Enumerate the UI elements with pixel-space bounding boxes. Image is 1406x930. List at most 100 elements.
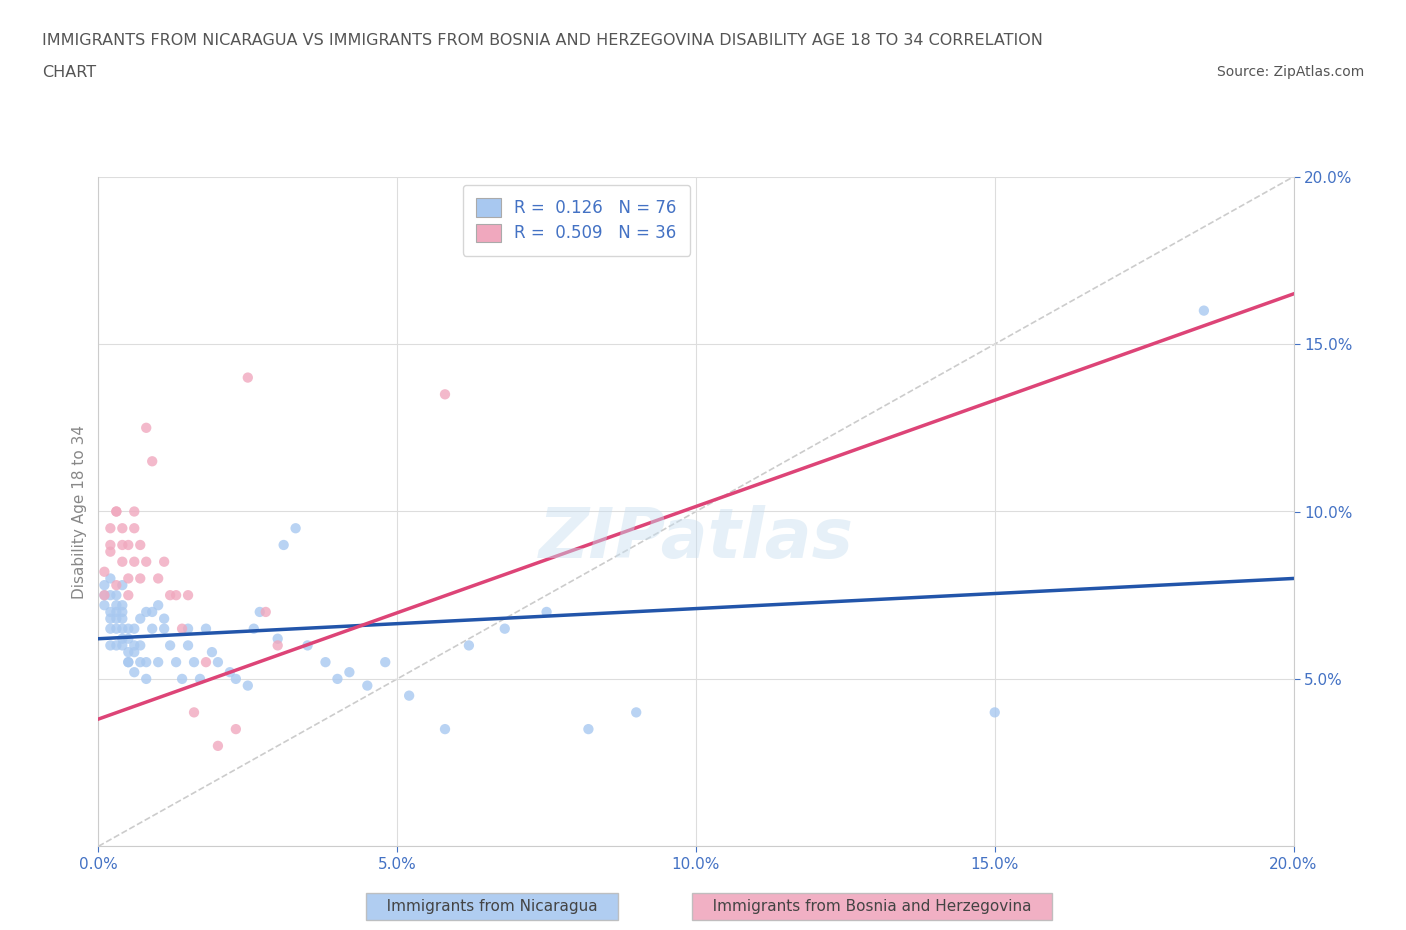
Point [201,644,224,659]
Point [124,644,146,659]
Text: CHART: CHART [42,65,96,80]
Point [117,571,139,586]
Point [117,621,139,636]
Point [267,638,290,653]
Text: Source: ZipAtlas.com: Source: ZipAtlas.com [1216,65,1364,79]
Point [111,611,134,626]
Point [111,538,134,552]
Point [578,722,600,737]
Point [117,655,139,670]
Point [135,554,157,569]
Point [105,504,128,519]
Point [195,655,218,670]
Point [434,387,457,402]
Point [273,538,295,552]
Point [177,621,200,636]
Point [111,638,134,653]
Point [129,571,152,586]
Point [141,621,163,636]
Point [177,588,200,603]
Point [111,604,134,619]
Point [111,621,134,636]
Point [356,678,378,693]
Point [117,655,139,670]
Point [153,611,176,626]
Point [159,588,181,603]
Point [183,655,205,670]
Point [100,611,122,626]
Point [105,504,128,519]
Point [315,655,337,670]
Point [249,604,271,619]
Point [236,678,259,693]
Point [105,588,128,603]
Legend: R =  0.126   N = 76, R =  0.509   N = 36: R = 0.126 N = 76, R = 0.509 N = 36 [463,185,690,256]
Point [124,638,146,653]
Point [135,420,157,435]
Point [100,538,122,552]
Point [1192,303,1215,318]
Point [135,604,157,619]
Point [284,521,307,536]
Point [183,705,205,720]
Y-axis label: Disability Age 18 to 34: Disability Age 18 to 34 [72,424,87,599]
Point [93,588,115,603]
Point [195,621,218,636]
Point [207,655,229,670]
Point [129,611,152,626]
Point [243,621,266,636]
Point [153,621,176,636]
Point [117,631,139,646]
Point [129,655,152,670]
Point [434,722,457,737]
Point [93,588,115,603]
Point [135,655,157,670]
Point [105,638,128,653]
Text: IMMIGRANTS FROM NICARAGUA VS IMMIGRANTS FROM BOSNIA AND HERZEGOVINA DISABILITY A: IMMIGRANTS FROM NICARAGUA VS IMMIGRANTS … [42,33,1043,47]
Point [105,621,128,636]
Point [148,655,170,670]
Point [626,705,648,720]
Point [188,671,211,686]
Point [267,631,290,646]
Point [105,611,128,626]
Point [124,504,146,519]
Point [100,571,122,586]
Point [111,521,134,536]
Point [225,722,247,737]
Point [398,688,420,703]
Point [105,598,128,613]
Point [111,578,134,592]
Point [153,554,176,569]
Point [124,665,146,680]
Point [165,588,187,603]
Point [984,705,1007,720]
Point [494,621,516,636]
Point [254,604,277,619]
Point [225,671,247,686]
Point [148,598,170,613]
Point [297,638,319,653]
Point [93,565,115,579]
Point [100,521,122,536]
Point [458,638,481,653]
Point [219,665,242,680]
Point [93,578,115,592]
Point [177,638,200,653]
Point [111,554,134,569]
Point [374,655,396,670]
Point [117,644,139,659]
Point [105,578,128,592]
Point [236,370,259,385]
Point [124,521,146,536]
Point [148,571,170,586]
Point [124,554,146,569]
Point [172,621,194,636]
Point [111,631,134,646]
Point [172,671,194,686]
Point [165,655,187,670]
Point [141,604,163,619]
Point [117,538,139,552]
Point [141,454,163,469]
Point [111,598,134,613]
